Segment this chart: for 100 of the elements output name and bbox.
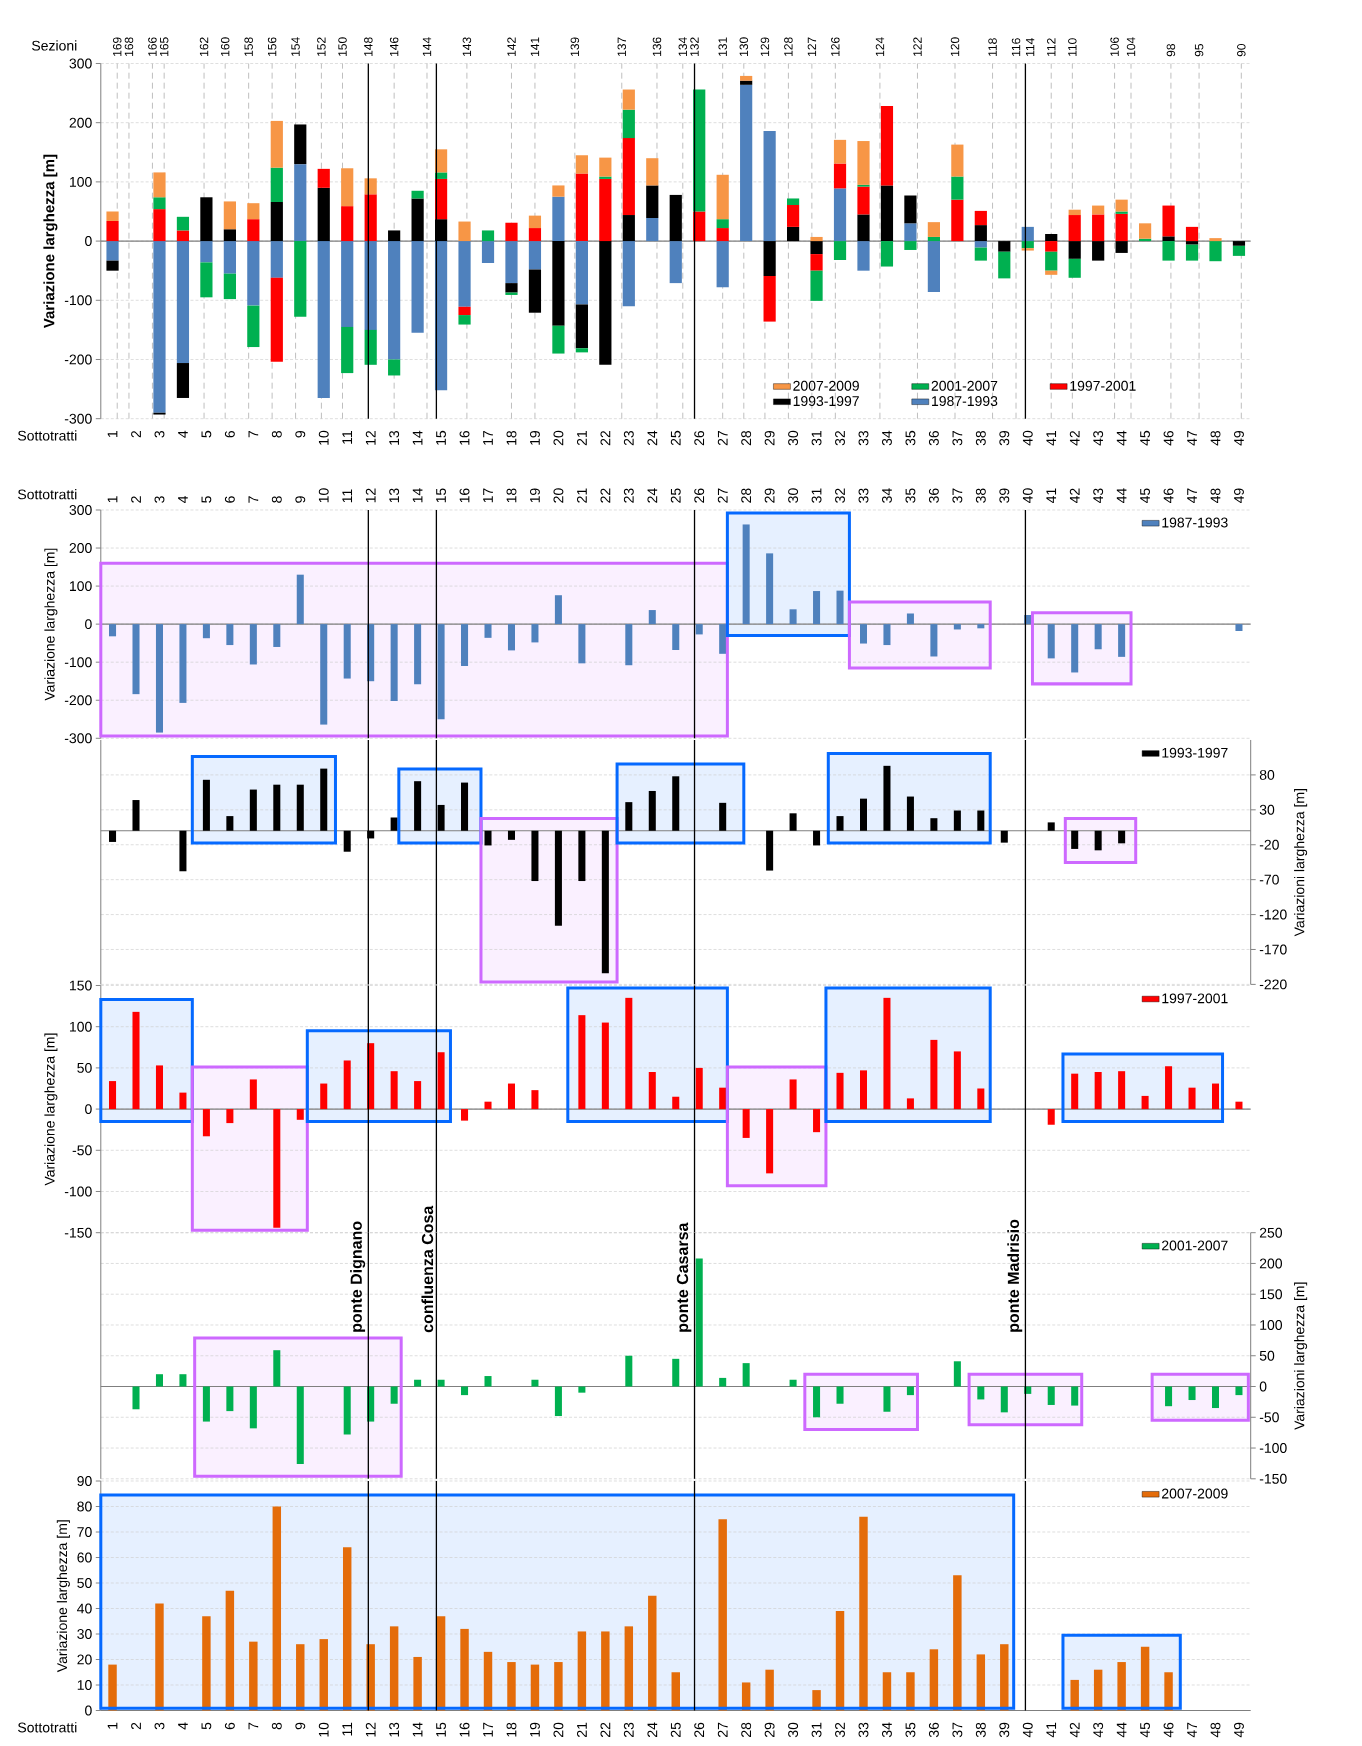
bar	[414, 781, 422, 831]
x2-tick-label: 21	[576, 488, 587, 503]
bar	[1118, 624, 1126, 657]
x2-tick-label: 49	[1234, 488, 1244, 504]
bar	[742, 1109, 750, 1138]
bar	[223, 241, 236, 274]
bar	[695, 1258, 703, 1387]
bar	[484, 830, 492, 846]
bar	[1140, 1646, 1150, 1711]
x2-tick-label: 39	[999, 488, 1010, 503]
legend-label: 1993-1997	[793, 396, 859, 407]
bar	[273, 624, 281, 647]
bar	[765, 1669, 774, 1711]
bar	[507, 830, 515, 840]
bar	[414, 1081, 422, 1110]
x-tick-label: 18	[506, 430, 517, 445]
y-axis-title: Variazione larghezza [m]	[56, 1520, 70, 1673]
bar	[578, 1386, 586, 1393]
bar	[599, 241, 612, 365]
annotation: 95	[1194, 44, 1204, 57]
bar	[247, 203, 260, 220]
x-tick-label: 43	[1093, 430, 1104, 446]
bar	[179, 1374, 187, 1387]
annotation: 129	[760, 37, 770, 56]
x-tick-label: 10	[318, 1722, 329, 1737]
x-tick-label: 32	[835, 430, 845, 446]
bar	[1164, 1672, 1173, 1711]
y-tick-label: -100	[64, 657, 92, 668]
legend-label: 1993-1997	[1162, 747, 1228, 758]
annotation: 126	[831, 37, 840, 56]
bar	[646, 218, 659, 242]
y2-tick-label: 100	[1260, 1320, 1283, 1330]
x-tick-label: 2	[131, 1722, 141, 1730]
x-tick-label: 28	[741, 430, 752, 446]
bar	[836, 1386, 844, 1404]
bar	[132, 800, 140, 831]
y2-tick-label: 0	[1259, 1381, 1267, 1392]
bar	[202, 779, 210, 831]
bar	[461, 782, 469, 831]
bar	[484, 624, 492, 638]
bar	[319, 1639, 328, 1711]
annotation: 150	[338, 37, 347, 56]
annotation: 137	[617, 37, 627, 56]
bar	[461, 624, 469, 666]
y-tick-label: 0	[85, 1705, 92, 1716]
bar	[552, 325, 565, 354]
x-tick-label: 16	[459, 430, 470, 445]
x-tick-label: 37	[952, 430, 963, 446]
annotation: 131	[718, 37, 727, 56]
y2-tick-label: 80	[1259, 769, 1275, 780]
annotation: 144	[422, 37, 432, 56]
y2-tick-label: 200	[1259, 1258, 1283, 1269]
bar	[507, 1083, 515, 1110]
bar	[1071, 1073, 1079, 1110]
legend-label: 2007-2009	[793, 380, 859, 391]
x-tick-label: 9	[295, 430, 306, 438]
x-tick-label: 26	[694, 430, 705, 446]
bar	[106, 241, 119, 261]
bar	[155, 1603, 164, 1711]
bar	[223, 273, 236, 300]
bar	[1094, 624, 1102, 650]
bar	[507, 1662, 516, 1711]
legend-label: 2001-2007	[931, 380, 998, 391]
x-tick-label: 10	[318, 430, 329, 445]
bar	[317, 168, 330, 188]
y2-tick-label: -150	[1259, 1473, 1287, 1484]
x-tick-label: 32	[835, 1722, 845, 1738]
y-tick-label: -100	[64, 1186, 92, 1197]
bar	[437, 1379, 445, 1387]
bar	[1162, 236, 1175, 242]
bar	[906, 613, 914, 625]
annotation: 118	[988, 38, 997, 56]
x-tick-label: 24	[647, 430, 658, 446]
annotation: 158	[244, 37, 253, 56]
y-axis-title: Variazione larghezza [m]	[44, 1033, 58, 1186]
bar	[927, 236, 940, 242]
bar	[622, 215, 635, 242]
x2-tick-label: 34	[881, 488, 892, 503]
x-tick-label: 42	[1069, 430, 1080, 446]
bar	[740, 84, 753, 242]
bar	[1117, 1662, 1126, 1711]
x-tick-label: 49	[1234, 430, 1244, 446]
bar	[836, 1072, 844, 1110]
x-tick-label: 13	[389, 430, 400, 445]
x-tick-label: 25	[670, 430, 681, 446]
bar	[904, 223, 917, 242]
bar	[554, 1662, 563, 1711]
bar	[552, 185, 565, 197]
x-tick-label: 30	[788, 430, 799, 446]
bar	[179, 624, 187, 703]
y2-tick-label: -20	[1259, 839, 1279, 850]
x-tick-label: 43	[1093, 1722, 1104, 1738]
annotation: 132	[690, 37, 699, 56]
bar	[1232, 245, 1246, 256]
bar	[1000, 1386, 1008, 1413]
y-tick-label: -150	[64, 1227, 92, 1238]
x2-tick-label: 16	[459, 488, 470, 503]
x-tick-label: 5	[201, 430, 212, 438]
x-tick-label: 48	[1210, 430, 1221, 446]
bar	[176, 216, 190, 231]
